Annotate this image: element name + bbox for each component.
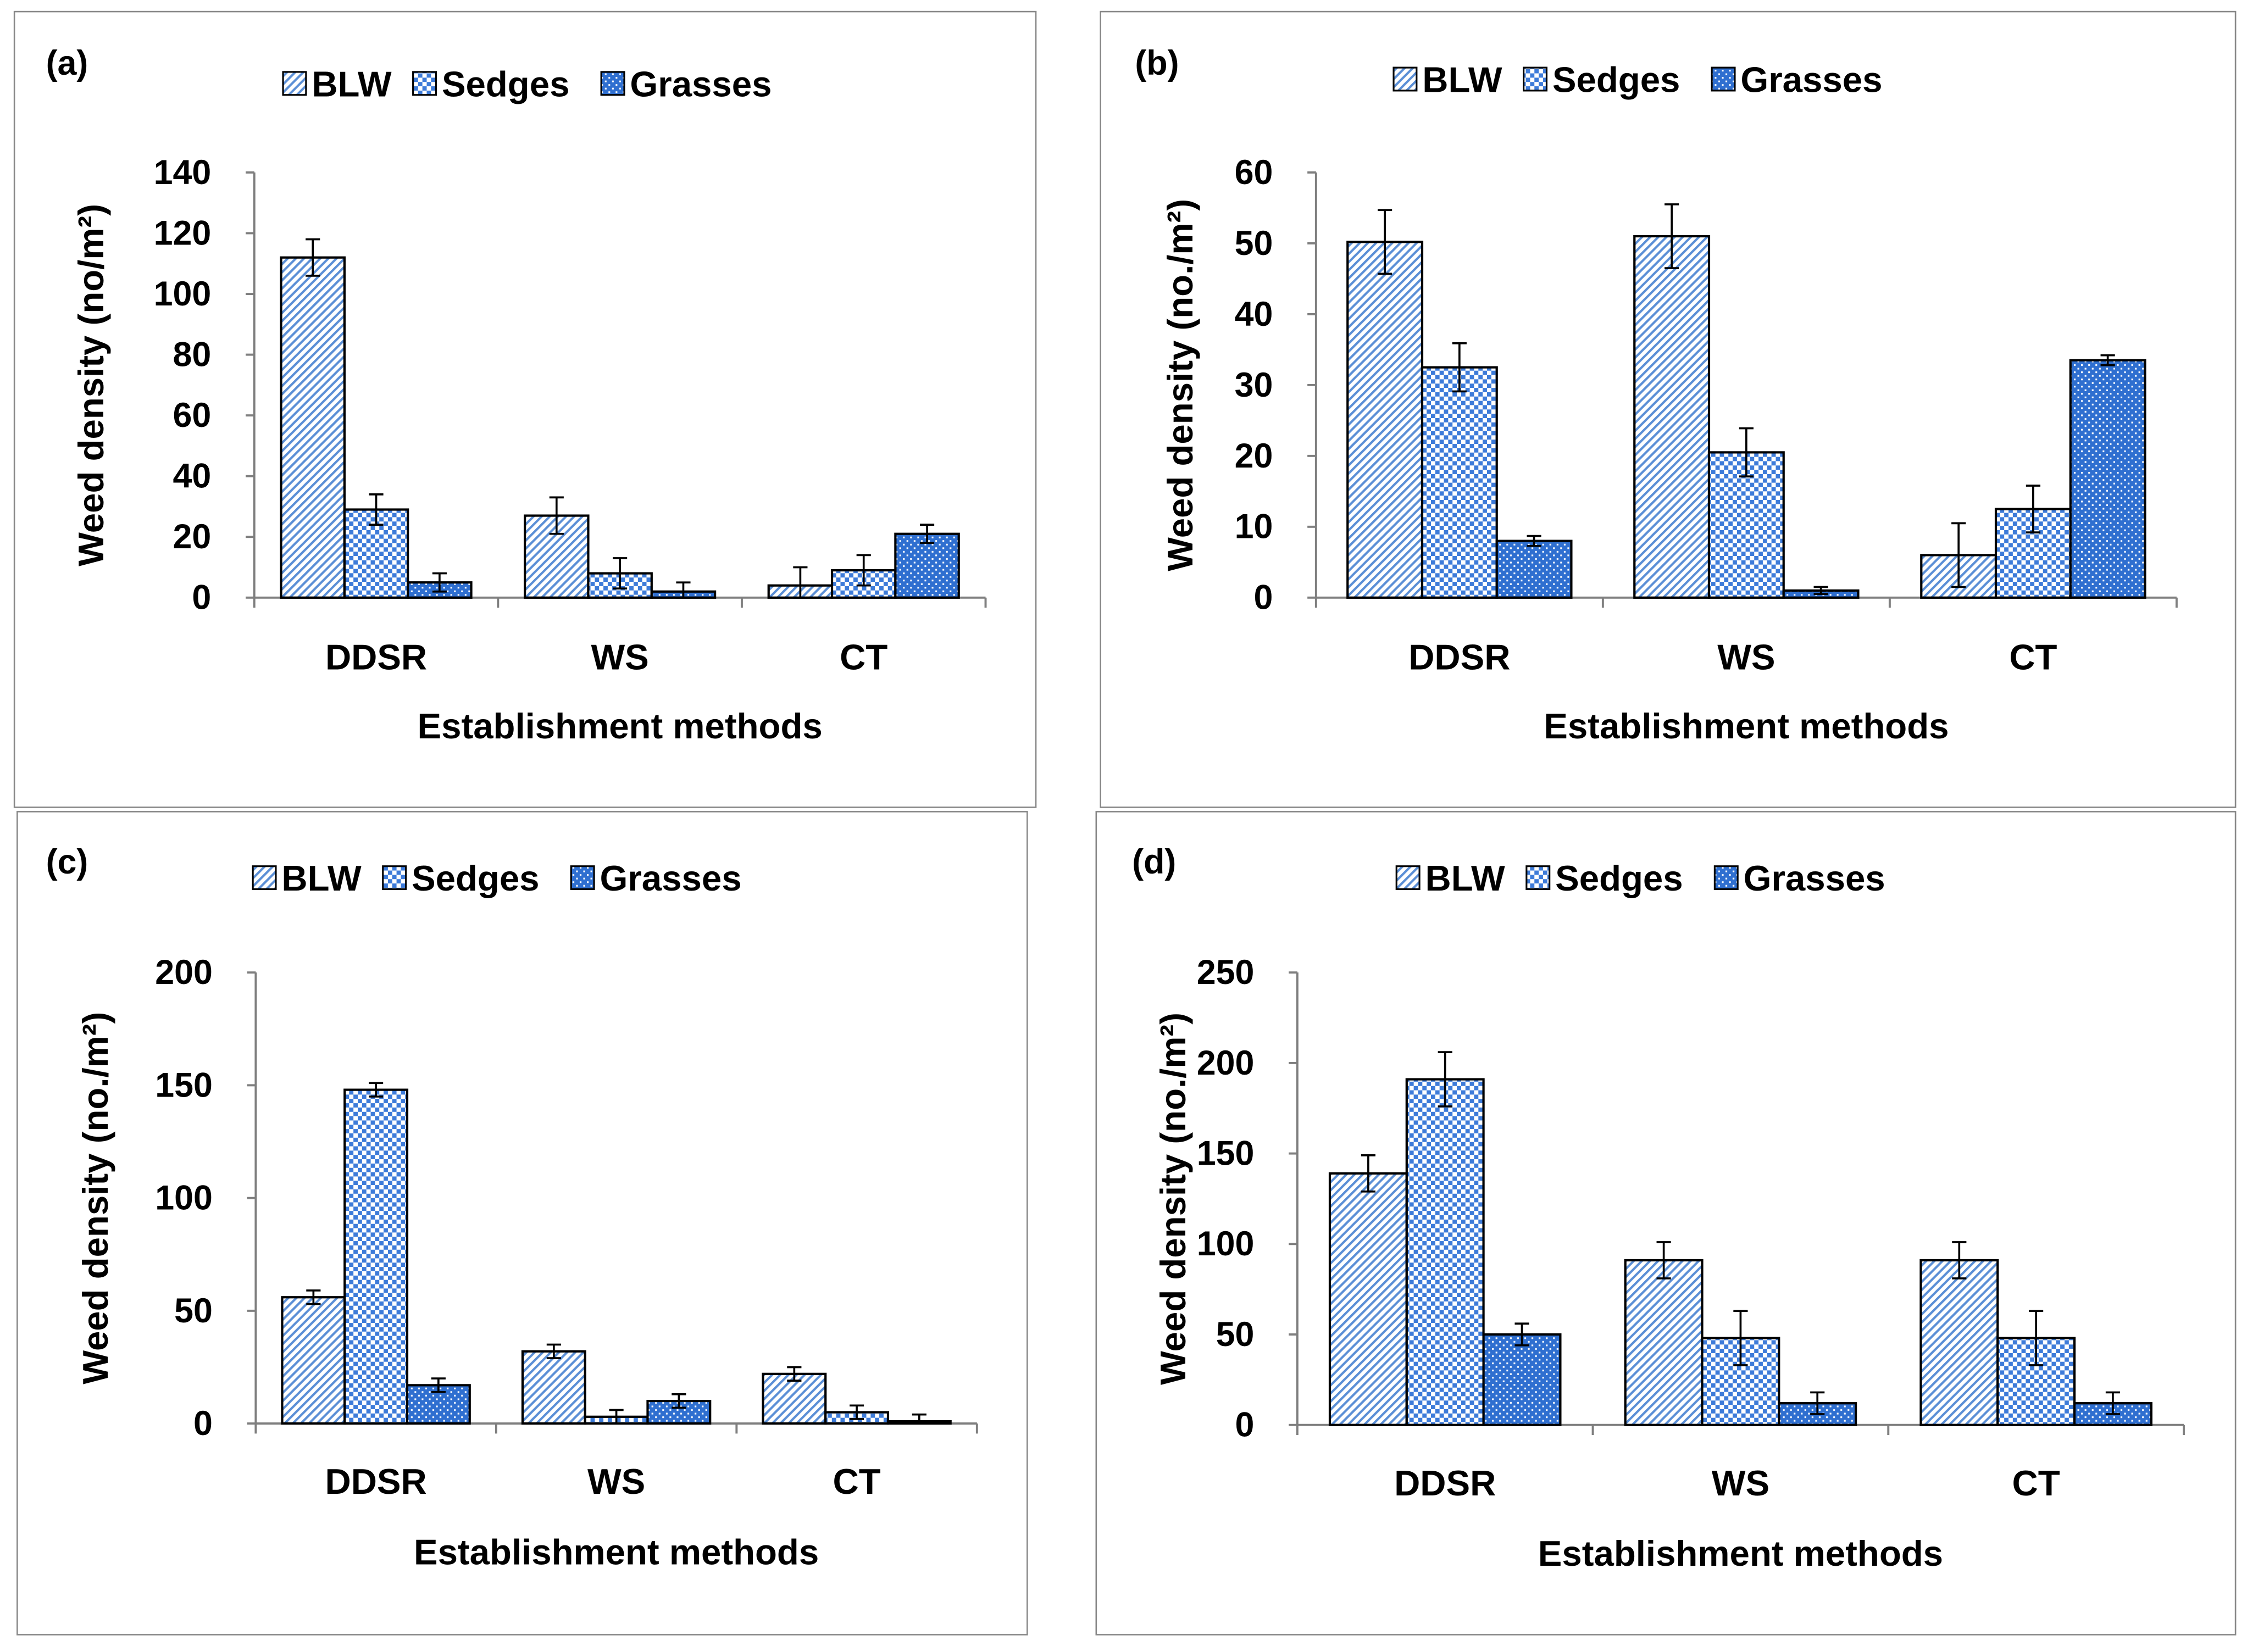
panel-border xyxy=(13,10,1037,808)
x-tick-label: CT xyxy=(840,637,887,677)
chart-panel-a: (a) BLW Sedges Grasses 0 20 40 60 80 100 120 140 DDS… xyxy=(13,10,1037,808)
legend-label: BLW xyxy=(1422,60,1502,100)
bar-blw-ct xyxy=(1919,1259,1999,1426)
legend-swatch-blw xyxy=(1395,865,1421,891)
legend-label: BLW xyxy=(1425,858,1506,898)
y-tick-label: 0 xyxy=(193,1404,213,1443)
legend-swatch-sedges xyxy=(412,71,437,96)
x-tick-label: WS xyxy=(587,1461,645,1501)
x-tick-label: DDSR xyxy=(1394,1463,1496,1503)
legend-label: BLW xyxy=(281,858,362,898)
bar-blw-ddsr xyxy=(1328,1172,1408,1426)
panel-border xyxy=(1100,10,2237,808)
x-tick-label: CT xyxy=(2009,637,2057,677)
legend-label: Sedges xyxy=(442,64,569,104)
y-tick-label: 30 xyxy=(1235,366,1273,404)
y-axis-title: Weed density (no./m²) xyxy=(1160,199,1200,571)
legend-swatch-grasses xyxy=(1713,865,1739,891)
bar-sedges-ddsr xyxy=(1405,1078,1485,1426)
y-tick-label: 100 xyxy=(154,275,212,313)
y-tick-label: 80 xyxy=(173,336,212,374)
y-tick-label: 0 xyxy=(1235,1406,1255,1444)
y-tick-label: 20 xyxy=(1235,437,1273,475)
y-tick-label: 100 xyxy=(155,1179,213,1217)
y-tick-label: 10 xyxy=(1235,508,1273,546)
legend-label: Sedges xyxy=(1552,60,1680,100)
bar-blw-ws xyxy=(1633,235,1711,599)
y-tick-label: 60 xyxy=(1235,153,1273,192)
chart-panel-c: (c) BLW Sedges Grasses 0 50 100 150 200 DDSR WS CT E… xyxy=(16,811,1028,1636)
y-tick-label: 200 xyxy=(155,953,213,992)
panel-label: (a) xyxy=(46,44,88,82)
legend-swatch-sedges xyxy=(1525,865,1551,891)
x-axis-title: Establishment methods xyxy=(414,1532,819,1572)
y-tick-label: 50 xyxy=(1216,1315,1255,1354)
bar-grasses-ddsr xyxy=(1482,1333,1562,1426)
y-tick-label: 50 xyxy=(1235,224,1273,263)
bar-grasses-ws xyxy=(646,1399,712,1425)
legend-swatch-grasses xyxy=(1711,66,1736,92)
y-tick-label: 140 xyxy=(154,153,212,192)
y-tick-label: 120 xyxy=(154,214,212,252)
y-tick-label: 50 xyxy=(174,1292,213,1330)
y-tick-label: 20 xyxy=(173,518,212,556)
legend-swatch-blw xyxy=(1392,66,1418,92)
chart-panel-d: (d) BLW Sedges Grasses 0 50 100 150 200 250 DDSR WS… xyxy=(1095,811,2237,1636)
legend-label: Sedges xyxy=(1555,858,1683,898)
y-tick-label: 0 xyxy=(192,579,211,617)
x-tick-label: CT xyxy=(2012,1463,2060,1503)
bar-sedges-ddsr xyxy=(343,1088,409,1425)
x-tick-label: DDSR xyxy=(1408,637,1510,677)
y-tick-label: 40 xyxy=(1235,295,1273,333)
legend-swatch-grasses xyxy=(570,865,595,891)
bar-blw-ddsr xyxy=(280,256,346,599)
y-axis-title: Weed density (no/m²) xyxy=(71,204,111,566)
y-tick-label: 150 xyxy=(155,1066,213,1104)
panel-border xyxy=(1095,811,2237,1636)
bar-blw-ct xyxy=(762,1372,827,1425)
y-axis-title: Weed density (no./m²) xyxy=(75,1012,115,1384)
chart-panel-b: (b) BLW Sedges Grasses 0 10 20 30 40 50 60 DDSR WS CT… xyxy=(1100,10,2237,808)
legend-swatch-sedges xyxy=(1523,66,1548,92)
legend-label: Grasses xyxy=(630,64,772,104)
legend-label: Grasses xyxy=(1740,60,1882,100)
legend-label: Sedges xyxy=(412,858,540,898)
legend-label: BLW xyxy=(312,64,392,104)
bar-blw-ws xyxy=(521,1350,586,1425)
x-tick-label: CT xyxy=(833,1461,881,1501)
panel-border xyxy=(16,811,1028,1636)
x-tick-label: WS xyxy=(1712,1463,1769,1503)
legend-swatch-blw xyxy=(282,71,307,96)
bar-grasses-ddsr xyxy=(1495,539,1573,599)
bar-blw-ddsr xyxy=(281,1296,346,1425)
bar-grasses-ct xyxy=(2069,359,2146,599)
x-axis-title: Establishment methods xyxy=(1538,1533,1943,1573)
legend-label: Grasses xyxy=(1744,858,1885,898)
legend-swatch-blw xyxy=(252,865,277,891)
x-axis-title: Establishment methods xyxy=(418,706,823,746)
x-tick-label: WS xyxy=(1717,637,1775,677)
panel-label: (d) xyxy=(1132,843,1176,881)
legend-label: Grasses xyxy=(600,858,742,898)
panel-label: (b) xyxy=(1135,44,1179,82)
legend-swatch-grasses xyxy=(600,71,625,96)
legend-swatch-sedges xyxy=(382,865,407,891)
x-tick-label: DDSR xyxy=(325,1461,427,1501)
x-tick-label: DDSR xyxy=(325,637,427,677)
y-tick-label: 100 xyxy=(1197,1225,1255,1263)
y-tick-label: 0 xyxy=(1254,579,1273,617)
y-tick-label: 150 xyxy=(1197,1134,1255,1173)
panel-label: (c) xyxy=(46,843,88,881)
y-tick-label: 60 xyxy=(173,396,212,435)
bar-blw-ws xyxy=(1624,1259,1704,1426)
x-tick-label: WS xyxy=(591,637,648,677)
y-axis-title: Weed density (no./m²) xyxy=(1153,1013,1193,1385)
x-axis-title: Establishment methods xyxy=(1544,706,1949,746)
y-tick-label: 200 xyxy=(1197,1044,1255,1082)
y-tick-label: 40 xyxy=(173,457,212,496)
bar-sedges-ddsr xyxy=(1421,366,1498,599)
bar-blw-ddsr xyxy=(1346,241,1424,599)
y-tick-label: 250 xyxy=(1197,953,1255,992)
